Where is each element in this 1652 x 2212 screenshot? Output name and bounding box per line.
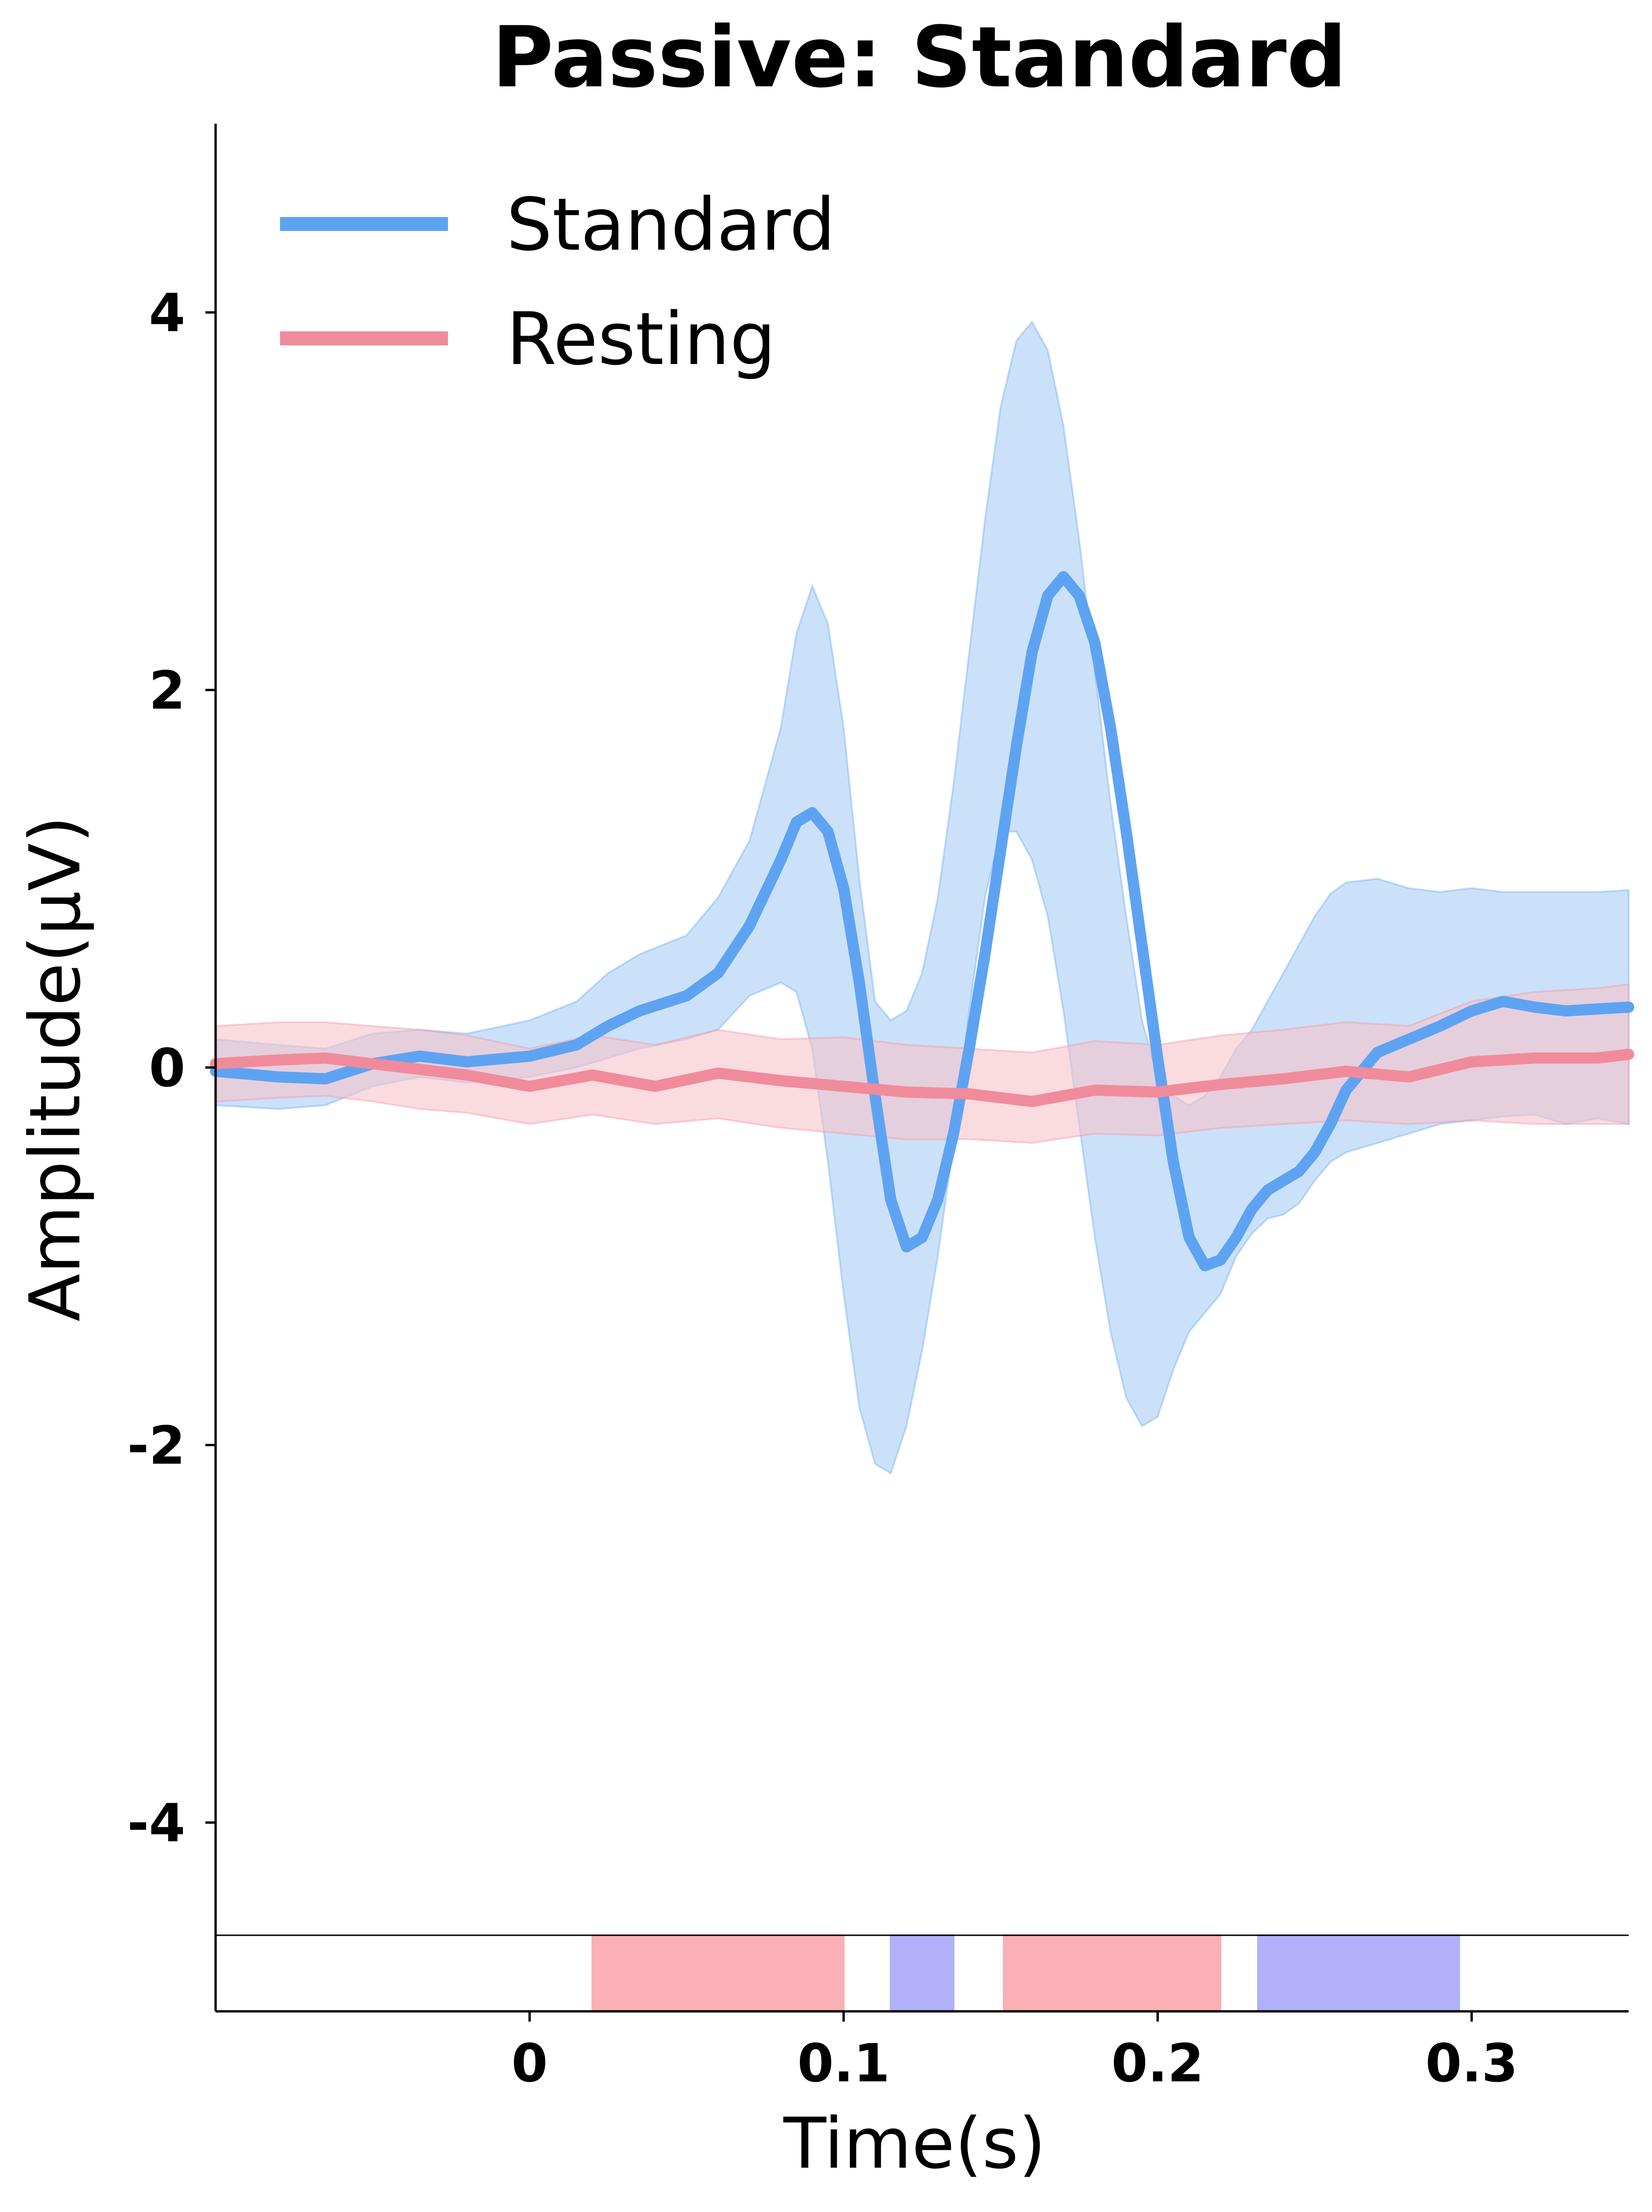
x-axis-label: Time(s) — [783, 2103, 1046, 2184]
legend-label-resting: Resting — [506, 297, 776, 381]
axes — [205, 124, 1629, 2022]
band-standard — [215, 320, 1630, 1475]
x-tick-label: 0.2 — [1111, 2033, 1204, 2094]
significance-bar-1 — [591, 1934, 845, 2012]
y-tick-label: 2 — [149, 661, 185, 721]
band-resting — [215, 983, 1630, 1144]
significance-strip — [216, 1934, 1629, 2012]
chart-title: Passive: Standard — [492, 9, 1347, 106]
y-tick-label: -4 — [127, 1793, 185, 1854]
significance-bar-4 — [1257, 1934, 1460, 2012]
x-tick-label: 0.1 — [798, 2033, 890, 2094]
significance-bar-3 — [1002, 1934, 1222, 2012]
tick-labels: 0 0.1 0.2 0.3 4 2 0 -2 -4 — [127, 283, 1518, 2094]
x-tick-label: 0 — [511, 2033, 548, 2094]
significance-bar-2 — [889, 1934, 955, 2012]
y-tick-label: -2 — [127, 1416, 185, 1477]
line-resting — [210, 1049, 1634, 1107]
x-tick-label: 0.3 — [1425, 2033, 1518, 2094]
line-standard — [210, 571, 1634, 1272]
legend: Standard Resting — [280, 182, 835, 381]
y-tick-label: 4 — [149, 283, 185, 344]
y-axis-label: Amplitude(μV) — [15, 816, 96, 1322]
series-lines — [210, 571, 1634, 1272]
confidence-bands — [215, 320, 1630, 1475]
legend-label-standard: Standard — [506, 182, 835, 267]
y-tick-label: 0 — [149, 1038, 185, 1099]
